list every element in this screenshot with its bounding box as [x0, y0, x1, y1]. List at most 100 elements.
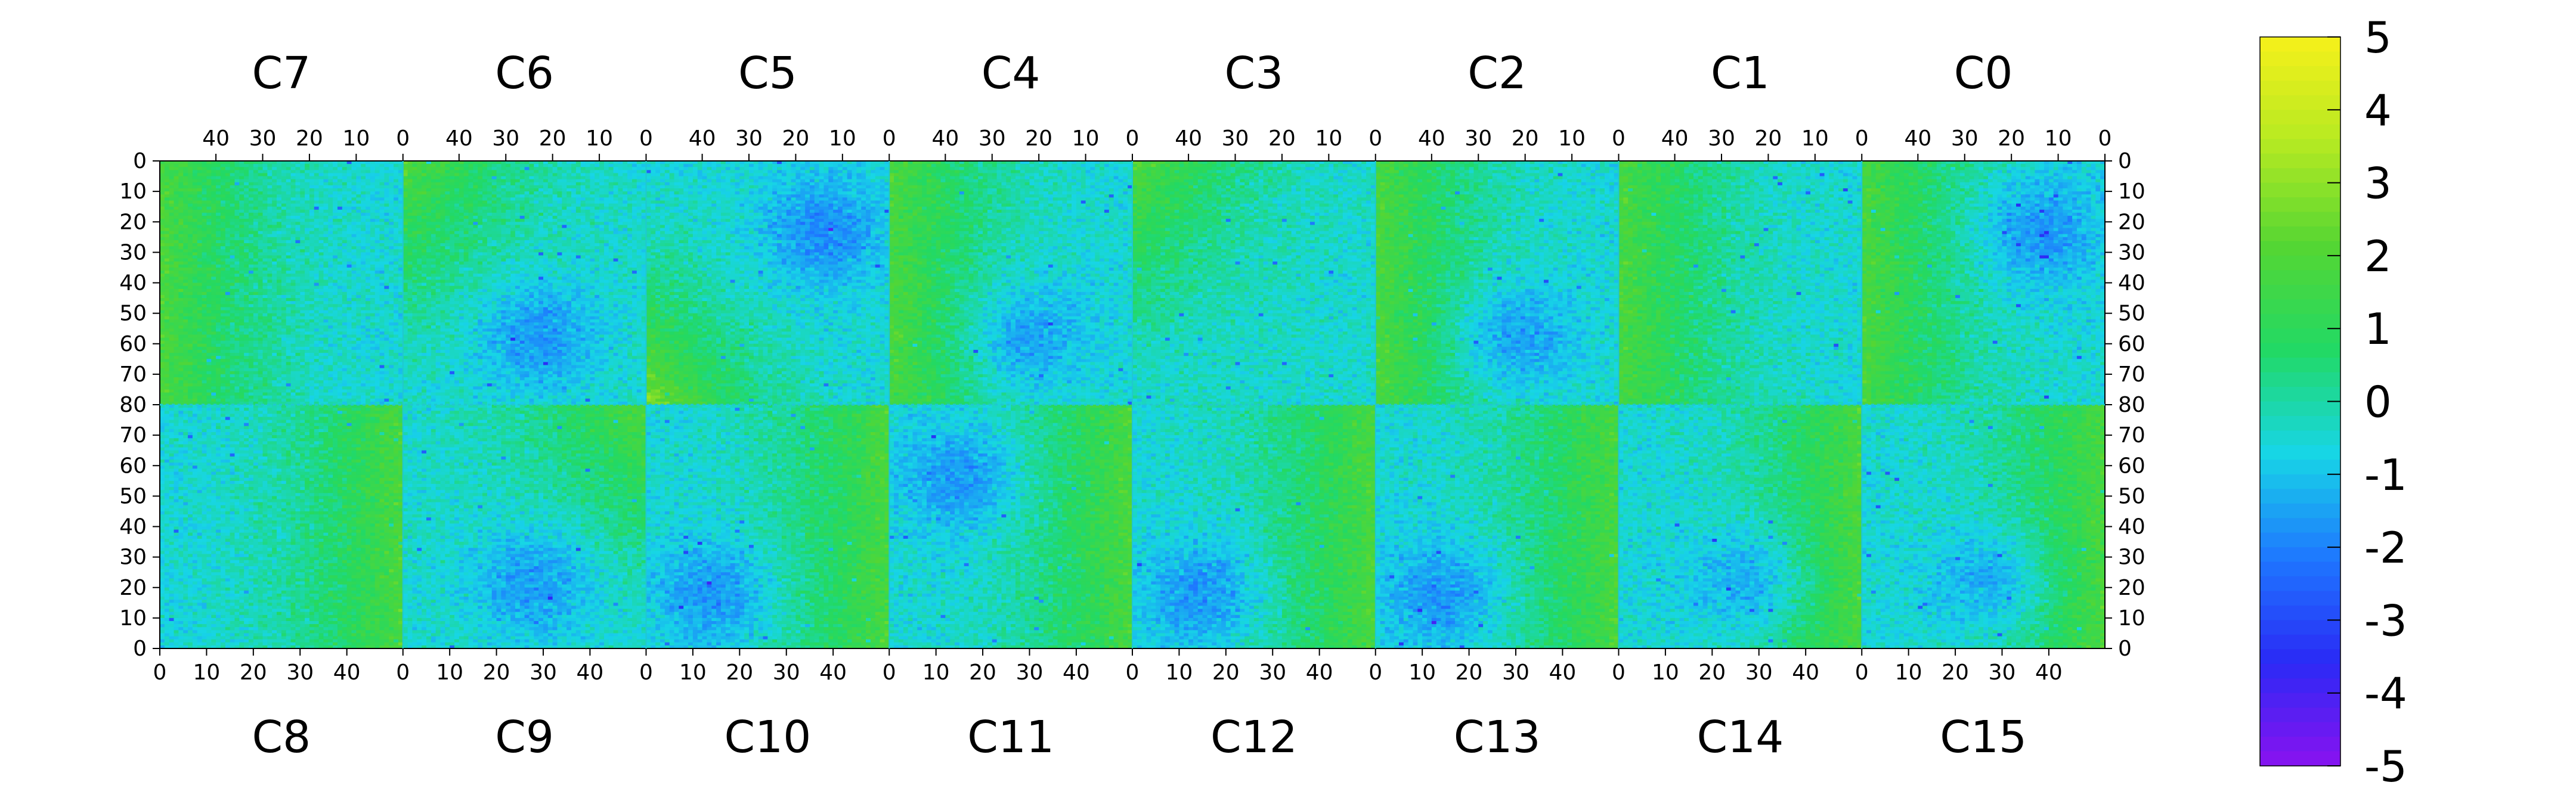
heatmap-cell — [253, 243, 258, 247]
heatmap-cell — [165, 216, 169, 219]
heatmap-cell — [300, 262, 305, 265]
heatmap-cell — [160, 188, 165, 192]
heatmap-cell — [352, 164, 357, 167]
heatmap-cell — [394, 265, 398, 268]
heatmap-cell — [356, 216, 361, 219]
heatmap-cell — [380, 262, 385, 265]
heatmap-cell — [174, 240, 179, 244]
heatmap-cell — [272, 246, 277, 250]
heatmap-cell — [286, 182, 291, 186]
heatmap-cell — [258, 255, 263, 259]
heatmap-cell — [380, 170, 385, 173]
heatmap-cell — [216, 262, 221, 265]
heatmap-cell — [267, 243, 272, 247]
heatmap-cell — [338, 222, 342, 225]
heatmap-cell — [323, 231, 328, 235]
heatmap-cell — [239, 200, 244, 204]
heatmap-cell — [253, 197, 258, 201]
heatmap-cell — [300, 240, 305, 244]
heatmap-cell — [328, 234, 333, 238]
heatmap-cell — [165, 265, 169, 268]
heatmap-cell — [356, 228, 361, 231]
heatmap-cell — [286, 179, 291, 183]
heatmap-cell — [361, 234, 366, 238]
heatmap-cell — [281, 191, 286, 195]
heatmap-cell — [375, 213, 380, 216]
heatmap-cell — [347, 225, 352, 228]
heatmap-cell — [309, 194, 314, 198]
heatmap-cell — [258, 225, 263, 228]
heatmap-cell — [305, 179, 309, 183]
heatmap-cell — [370, 191, 375, 195]
heatmap-cell — [300, 252, 305, 256]
heatmap-cell — [211, 204, 216, 207]
heatmap-cell — [225, 255, 230, 259]
heatmap-cell — [323, 179, 328, 183]
heatmap-cell — [281, 204, 286, 207]
heatmap-cell — [356, 207, 361, 210]
heatmap-cell — [239, 210, 244, 213]
heatmap-cell — [197, 240, 202, 244]
heatmap-cell — [384, 219, 389, 222]
heatmap-cell — [272, 249, 277, 253]
heatmap-cell — [389, 228, 394, 231]
heatmap-cell — [225, 252, 230, 256]
heatmap-cell — [309, 176, 314, 180]
heatmap-cell — [225, 191, 230, 195]
heatmap-cell — [300, 228, 305, 231]
heatmap-cell — [160, 200, 165, 204]
heatmap-cell — [356, 173, 361, 176]
heatmap-cell — [263, 194, 268, 198]
heatmap-cell — [281, 185, 286, 189]
heatmap-cell — [244, 210, 249, 213]
heatmap-cell — [291, 185, 296, 189]
heatmap-cell — [165, 191, 169, 195]
heatmap-cell — [174, 213, 179, 216]
heatmap-cell — [342, 176, 347, 180]
heatmap-cell — [291, 194, 296, 198]
heatmap-cell — [384, 194, 389, 198]
heatmap-cell — [197, 255, 202, 259]
heatmap-cell — [375, 234, 380, 238]
heatmap-cell — [319, 210, 324, 213]
heatmap-cell — [165, 219, 169, 222]
heatmap-cell — [244, 243, 249, 247]
heatmap-cell — [384, 259, 389, 262]
heatmap-cell — [281, 243, 286, 247]
heatmap-cell — [253, 200, 258, 204]
heatmap-cell — [286, 237, 291, 241]
heatmap-cell — [202, 188, 207, 192]
heatmap-cell — [239, 228, 244, 231]
heatmap-cell — [319, 173, 324, 176]
heatmap-cell — [342, 246, 347, 250]
heatmap-cell — [197, 210, 202, 213]
heatmap-cell — [305, 219, 309, 222]
heatmap-cell — [178, 225, 183, 228]
heatmap-cell — [193, 255, 197, 259]
heatmap-cell — [183, 185, 188, 189]
heatmap-cell — [211, 262, 216, 265]
heatmap-cell — [314, 240, 319, 244]
heatmap-cell — [295, 249, 300, 253]
heatmap-cell — [361, 207, 366, 210]
heatmap-cell — [319, 204, 324, 207]
heatmap-cell — [178, 216, 183, 219]
heatmap-cell — [244, 219, 249, 222]
heatmap-cell — [258, 234, 263, 238]
heatmap-cell — [361, 237, 366, 241]
heatmap-cell — [160, 185, 165, 189]
heatmap-cell — [300, 173, 305, 176]
heatmap-cell — [380, 182, 385, 186]
heatmap-cell — [286, 243, 291, 247]
heatmap-cell — [319, 179, 324, 183]
heatmap-cell — [160, 231, 165, 235]
heatmap-cell — [183, 231, 188, 235]
heatmap-cell — [389, 262, 394, 265]
heatmap-cell — [300, 167, 305, 170]
heatmap-cell — [319, 207, 324, 210]
heatmap-cell — [352, 259, 357, 262]
heatmap-cell — [267, 210, 272, 213]
heatmap-cell — [267, 225, 272, 228]
heatmap-cell — [239, 173, 244, 176]
